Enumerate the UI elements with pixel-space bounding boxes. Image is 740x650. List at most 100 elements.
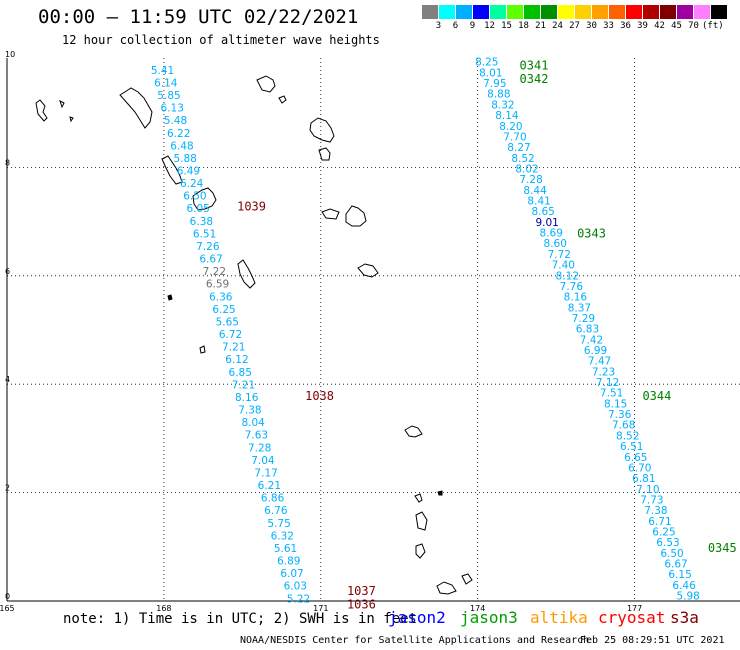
x-tick-label: 165 <box>0 604 15 613</box>
wave-height-value: 8.25 <box>475 57 498 69</box>
y-tick-label: 2 <box>5 484 10 493</box>
pass-time-label: 0343 <box>577 226 606 240</box>
color-scale-label: 6 <box>452 21 459 31</box>
color-scale-label: 42 <box>654 21 665 31</box>
wave-height-value: 6.65 <box>624 452 647 464</box>
wave-height-value: 7.10 <box>636 484 659 496</box>
page-title: 00:00 – 11:59 UTC 02/22/2021 <box>38 6 359 28</box>
wave-height-value: 7.36 <box>608 409 632 421</box>
wave-height-value: 6.25 <box>652 527 675 539</box>
track-west: 5.416.145.856.135.486.226.485.886.496.24… <box>151 65 310 605</box>
wave-height-value: 6.32 <box>271 530 294 542</box>
color-scale-label: 33 <box>603 21 614 31</box>
wave-height-value: 7.28 <box>248 442 271 454</box>
wave-height-value: 6.03 <box>284 581 307 593</box>
legend-item-s3a: s3a <box>670 608 699 627</box>
wave-height-value: 8.44 <box>523 185 547 197</box>
wave-height-value: 7.28 <box>519 174 542 186</box>
wave-height-value: 5.65 <box>216 316 239 328</box>
wave-height-value: 7.70 <box>503 131 526 143</box>
pass-time-label: 1039 <box>237 199 266 213</box>
wave-height-value: 6.67 <box>664 559 687 571</box>
color-scale-label: 3 <box>435 21 442 31</box>
color-scale-label: 36 <box>620 21 631 31</box>
pass-time-label: 0344 <box>642 389 671 403</box>
color-swatch <box>643 5 660 19</box>
pass-time-label: 0342 <box>520 72 549 86</box>
wave-height-value: 5.48 <box>164 115 187 127</box>
wave-height-value: 8.20 <box>499 121 522 133</box>
wave-height-value: 8.15 <box>604 398 627 410</box>
color-scale-label: 39 <box>637 21 648 31</box>
wave-height-value: 6.46 <box>672 580 696 592</box>
pass-time-label: 0345 <box>708 541 737 555</box>
wave-height-value: 6.51 <box>193 228 216 240</box>
color-swatch <box>541 5 558 19</box>
y-tick-label: 10 <box>5 50 15 59</box>
wave-height-value: 5.88 <box>173 153 196 165</box>
wave-height-value: 7.29 <box>572 313 595 325</box>
axis-tick-labels: 165 168 171 174 177 0 2 4 6 8 10 <box>0 50 642 613</box>
pass-time-label: 1037 <box>347 584 376 598</box>
color-swatch <box>456 5 473 19</box>
wave-height-value: 8.88 <box>487 89 510 101</box>
wave-height-value: 7.40 <box>552 260 575 272</box>
wave-height-value: 6.72 <box>219 329 242 341</box>
wave-height-value: 8.41 <box>527 196 550 208</box>
wave-height-value: 8.37 <box>568 302 591 314</box>
wave-height-value: 5.41 <box>151 65 174 77</box>
color-scale-label: 70 <box>688 21 699 31</box>
wave-height-value: 8.52 <box>616 430 639 442</box>
wave-height-value: 6.14 <box>154 77 178 89</box>
track-east: 8.258.017.958.888.328.148.207.708.278.52… <box>475 57 700 603</box>
color-scale-label: 24 <box>552 21 563 31</box>
wave-height-value: 8.16 <box>235 392 259 404</box>
wave-height-value: 8.27 <box>507 142 530 154</box>
wave-height-value: 5.61 <box>274 543 297 555</box>
color-scale-label: 12 <box>484 21 495 31</box>
wave-height-value: 8.16 <box>564 292 588 304</box>
color-swatch <box>490 5 507 19</box>
x-tick-label: 168 <box>156 604 171 613</box>
wave-height-value: 8.69 <box>540 228 563 240</box>
wave-height-value: 8.01 <box>479 67 502 79</box>
wave-height-value: 6.25 <box>212 304 235 316</box>
wave-height-value: 6.53 <box>656 537 679 549</box>
legend-item-cryosat: cryosat <box>598 608 666 627</box>
wave-height-value: 7.26 <box>196 241 220 253</box>
wave-height-value: 6.70 <box>628 462 651 474</box>
wave-height-value: 7.12 <box>596 377 619 389</box>
pass-time-label: 1036 <box>347 598 376 612</box>
color-swatch <box>609 5 626 19</box>
wave-height-value: 8.60 <box>544 238 567 250</box>
color-swatch <box>575 5 592 19</box>
color-swatch <box>592 5 609 19</box>
map-frame <box>6 58 740 602</box>
wave-height-value: 8.65 <box>531 206 554 218</box>
wave-height-value: 7.38 <box>644 505 667 517</box>
y-tick-label: 4 <box>5 375 10 384</box>
wave-height-value: 6.12 <box>225 354 248 366</box>
wave-height-value: 6.49 <box>177 165 200 177</box>
wave-height-value: 7.04 <box>251 455 275 467</box>
wave-height-value: 8.52 <box>511 153 534 165</box>
color-swatch <box>422 5 439 19</box>
y-tick-label: 0 <box>5 592 10 601</box>
wave-height-value: 6.15 <box>668 569 691 581</box>
wave-height-value: 5.75 <box>267 518 290 530</box>
wave-height-value: 6.07 <box>280 568 303 580</box>
wave-height-value: 5.22 <box>287 593 310 605</box>
color-swatch <box>439 5 456 19</box>
credit-line: NOAA/NESDIS Center for Satellite Applica… <box>240 635 590 646</box>
wave-height-value: 8.04 <box>241 417 265 429</box>
footnote: note: 1) Time is in UTC; 2) SWH is in fe… <box>63 611 418 627</box>
wave-height-value: 6.89 <box>277 556 300 568</box>
island-outlines <box>35 75 473 595</box>
generation-timestamp: Feb 25 08:29:51 UTC 2021 <box>580 635 725 646</box>
wave-height-value: 7.21 <box>232 379 255 391</box>
x-tick-label: 171 <box>313 604 328 613</box>
wave-height-value: 6.59 <box>206 279 229 291</box>
legend-item-altika: altika <box>530 608 588 627</box>
wave-height-value: 5.85 <box>157 90 180 102</box>
